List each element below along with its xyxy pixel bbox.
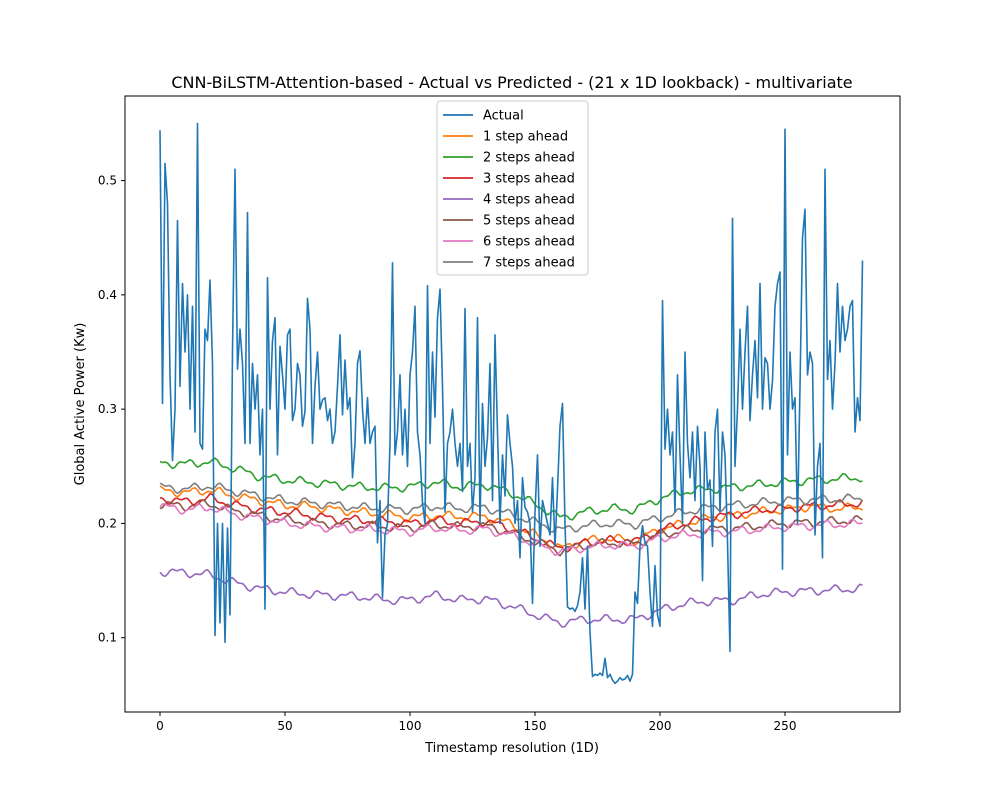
y-axis-label: Global Active Power (Kw)	[73, 323, 88, 486]
chart-title: CNN-BiLSTM-Attention-based - Actual vs P…	[171, 73, 852, 92]
y-tick-label: 0.5	[98, 174, 117, 188]
series-layer	[159, 122, 864, 685]
x-tick-label: 100	[399, 719, 422, 733]
series-line-7-step	[159, 482, 864, 533]
series-line-actual	[159, 122, 864, 685]
series-line-5-step	[159, 499, 863, 557]
legend-items: Actual 1 step ahead 2 steps ahead 3 steps a…	[443, 109, 575, 271]
plot-frame	[124, 95, 901, 713]
x-tick-label: 50	[277, 719, 292, 733]
legend-label: 5 steps ahead	[483, 214, 575, 229]
series-line-2-step	[159, 457, 863, 521]
legend-label: 1 step ahead	[483, 130, 568, 145]
x-axis-ticks: 0 50 100 150 200 250	[156, 712, 796, 733]
x-axis-label: Timestamp resolution (1D)	[424, 741, 599, 756]
y-tick-label: 0.3	[98, 402, 117, 416]
x-tick-label: 150	[524, 719, 547, 733]
x-tick-label: 200	[649, 719, 672, 733]
legend: Actual 1 step ahead 2 steps ahead 3 steps a…	[436, 100, 589, 276]
legend-box	[436, 100, 589, 276]
legend-label: 6 steps ahead	[483, 235, 575, 250]
legend-label: 2 steps ahead	[483, 151, 575, 166]
series-line-6-step	[159, 502, 863, 557]
plot-area	[124, 95, 901, 713]
y-tick-label: 0.1	[98, 631, 117, 645]
series-line-4-step	[159, 568, 863, 628]
y-tick-label: 0.4	[98, 288, 117, 302]
y-tick-label: 0.2	[98, 516, 117, 530]
y-axis-ticks: 0.1 0.2 0.3 0.4 0.5	[98, 174, 125, 645]
x-tick-label: 0	[156, 719, 164, 733]
legend-label: 4 steps ahead	[483, 193, 575, 208]
series-line-1-step	[159, 485, 863, 550]
legend-label: 7 steps ahead	[483, 256, 575, 271]
legend-label: 3 steps ahead	[483, 172, 575, 187]
x-tick-label: 250	[774, 719, 797, 733]
legend-label: Actual	[483, 109, 524, 124]
